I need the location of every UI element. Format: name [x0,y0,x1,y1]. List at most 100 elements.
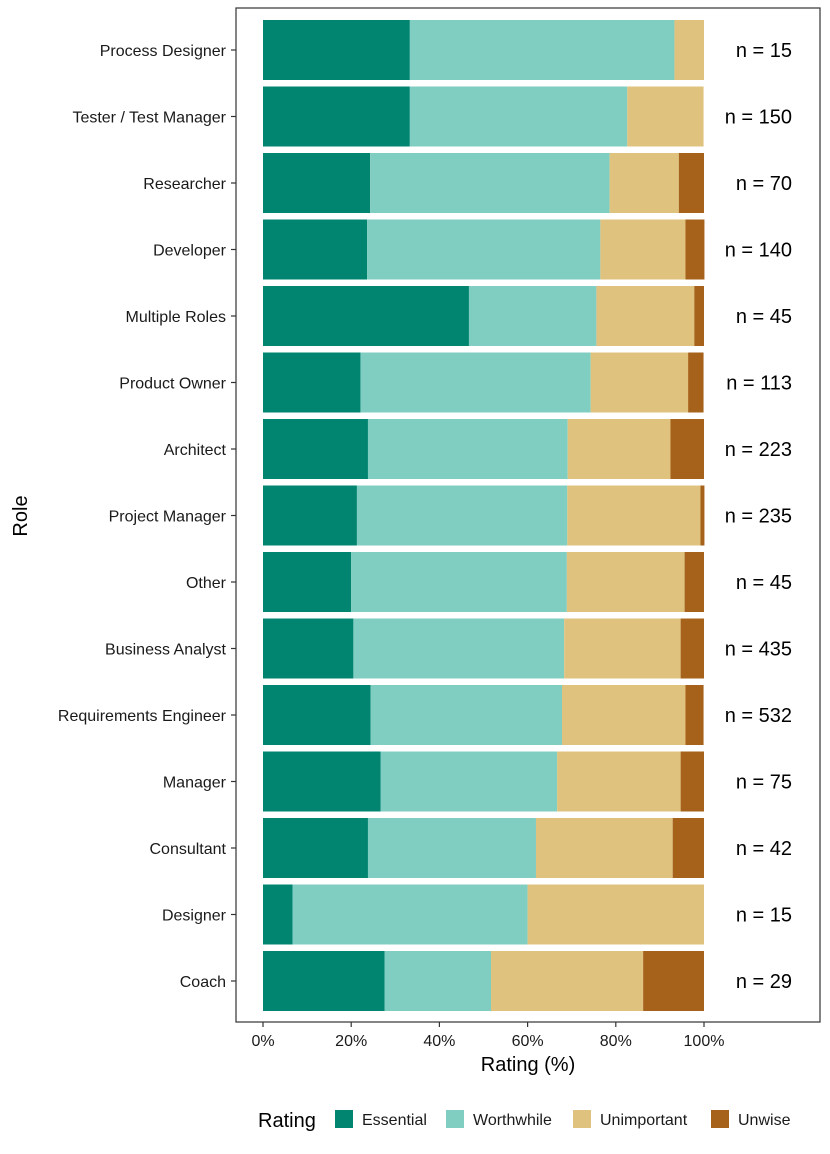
x-tick-label: 0% [251,1033,274,1050]
legend-item-worthwhile: Worthwhile [446,1110,552,1129]
y-tick-label: Consultant [150,841,227,858]
legend-label: Unwise [738,1112,791,1129]
n-label: n = 140 [725,240,792,262]
bar-segment-consultant-unwise [672,818,704,878]
n-label: n = 45 [736,572,792,594]
legend-item-essential: Essential [335,1110,427,1129]
y-tick-label: Developer [153,243,227,260]
y-tick-label: Product Owner [119,376,226,393]
n-label: n = 435 [725,639,792,661]
legend-label: Essential [362,1112,427,1129]
bar-segment-researcher-unwise [678,153,704,213]
legend-key-worthwhile [446,1110,464,1128]
y-tick-label: Architect [164,442,227,459]
bar-segment-tester-test-manager-unimportant [627,86,704,147]
bar-segment-tester-test-manager-worthwhile [409,86,628,147]
x-axis-title: Rating (%) [481,1054,575,1076]
y-tick-label: Project Manager [109,509,227,526]
bar-segment-researcher-essential [263,153,371,213]
n-labels: n = 15 n = 150 n = 70 n = 140 n = 45 n = 113 n… [725,40,792,993]
bar-segment-requirements-engineer-unimportant [562,685,686,745]
bar-row-process-designer [263,20,704,80]
bar-row-researcher [263,153,704,213]
bar-segment-requirements-engineer-essential [263,685,371,745]
bar-row-other [263,552,704,612]
y-tick-label: Multiple Roles [126,309,226,326]
bar-segment-requirements-engineer-unwise [685,685,704,745]
legend-item-unwise: Unwise [711,1110,791,1129]
x-tick-label: 100% [684,1033,725,1050]
bar-segment-other-worthwhile [351,552,567,612]
bar-segment-designer-unimportant [527,884,704,945]
y-tick-label: Coach [180,974,226,991]
y-tick-label: Other [186,575,227,592]
bar-segment-researcher-unimportant [609,153,679,213]
bar-segment-process-designer-essential [263,20,410,80]
x-tick-label: 80% [600,1033,632,1050]
y-tick-label: Manager [163,775,227,792]
n-label: n = 70 [736,173,792,195]
bar-segment-coach-worthwhile [384,951,491,1011]
n-label: n = 42 [736,838,792,860]
bar-row-designer [263,884,704,945]
bar-row-project-manager [263,485,705,546]
bar-row-requirements-engineer [263,685,704,745]
bar-segment-architect-essential [263,419,368,479]
bar-segment-developer-essential [263,219,368,280]
y-tick-label: Process Designer [100,43,227,60]
bar-segment-multiple-roles-essential [263,286,469,346]
y-axis-title: Role [10,495,32,536]
bar-segment-consultant-unimportant [535,818,673,878]
bar-segment-developer-unimportant [600,219,686,280]
bar-segment-project-manager-essential [263,485,357,546]
bar-segment-other-essential [263,552,352,612]
bar-segment-business-analyst-unimportant [564,618,681,679]
legend-key-essential [335,1110,353,1128]
y-tick-label: Researcher [143,176,226,193]
bar-segment-other-unimportant [566,552,685,612]
n-label: n = 15 [736,905,792,927]
x-tick-label: 20% [335,1033,367,1050]
legend-item-unimportant: Unimportant [573,1110,688,1129]
legend-label: Worthwhile [473,1112,552,1129]
bar-segment-multiple-roles-worthwhile [468,286,597,346]
bar-segment-other-unwise [684,552,704,612]
bar-row-consultant [263,818,704,878]
bar-segment-consultant-worthwhile [367,818,536,878]
n-label: n = 235 [725,506,792,528]
y-tick-labels: Process Designer Tester / Test Manager Res… [58,43,236,991]
y-tick-label: Tester / Test Manager [72,110,226,127]
n-label: n = 29 [736,971,792,993]
n-label: n = 113 [726,373,792,395]
bar-segment-coach-unwise [643,951,704,1011]
bar-segment-developer-worthwhile [367,219,601,280]
n-label: n = 223 [725,439,792,461]
bar-segment-product-owner-worthwhile [360,352,591,413]
legend-title: Rating [258,1110,316,1132]
bar-segment-process-designer-unimportant [674,20,704,80]
legend-key-unwise [711,1110,729,1128]
bar-segment-project-manager-worthwhile [356,485,568,546]
legend-key-unimportant [573,1110,591,1128]
n-label: n = 150 [725,107,792,129]
bar-row-tester-test-manager [263,86,704,147]
legend-label: Unimportant [600,1112,688,1129]
bar-segment-manager-unimportant [557,751,681,812]
bar-segment-architect-unwise [670,419,704,479]
bar-segment-coach-essential [263,951,385,1011]
bar-segment-multiple-roles-unimportant [596,286,695,346]
bar-segment-requirements-engineer-worthwhile [370,685,562,745]
x-tick-label: 60% [512,1033,544,1050]
n-label: n = 45 [736,306,792,328]
bar-segment-architect-unimportant [567,419,671,479]
bar-row-developer [263,219,705,280]
bar-segment-process-designer-worthwhile [409,20,675,80]
bar-segment-coach-unimportant [491,951,644,1011]
bar-row-manager [263,751,704,812]
n-label: n = 75 [736,772,792,794]
bar-row-business-analyst [263,618,704,679]
y-tick-label: Requirements Engineer [58,708,227,725]
bar-segment-manager-essential [263,751,381,812]
bar-row-product-owner [263,352,704,413]
